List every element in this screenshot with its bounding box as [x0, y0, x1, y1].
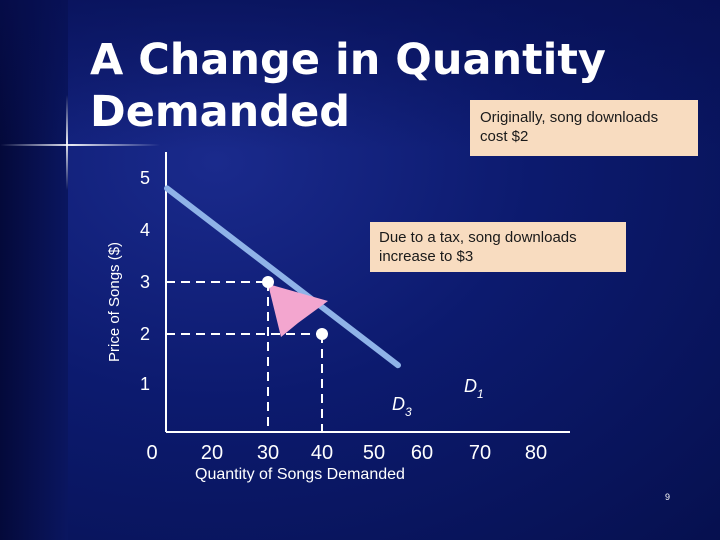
curve-label-d1-sub: 1 [477, 387, 484, 401]
point-original [316, 328, 328, 340]
callout-original-price: Originally, song downloads cost $2 [470, 100, 698, 156]
x-tick-0: 0 [146, 442, 157, 464]
curve-label-d3-main: D [392, 394, 405, 414]
page-title: A Change in Quantity Demanded [90, 34, 606, 138]
page-number: 9 [664, 492, 670, 502]
y-tick-4: 4 [140, 220, 150, 240]
curve-label-d3: D3 [392, 394, 412, 419]
demand-curve [164, 185, 401, 369]
x-tick-60: 60 [411, 442, 433, 464]
x-tick-30: 30 [257, 442, 279, 464]
sparkle-horizontal [0, 144, 160, 146]
x-tick-40: 40 [311, 442, 333, 464]
x-tick-50: 50 [363, 442, 385, 464]
curve-label-d1: D1 [464, 376, 484, 401]
movement-arrow [268, 284, 328, 337]
sparkle-vertical [66, 95, 68, 190]
y-tick-5: 5 [140, 168, 150, 188]
x-tick-20: 20 [201, 442, 223, 464]
callout-tax-increase: Due to a tax, song downloads increase to… [370, 222, 626, 272]
y-tick-1: 1 [140, 374, 150, 394]
y-tick-2: 2 [140, 324, 150, 344]
title-line-1: A Change in Quantity [90, 35, 606, 85]
x-axis-title: Quantity of Songs Demanded [195, 466, 405, 483]
curve-label-d1-main: D [464, 376, 477, 396]
point-after-tax [262, 276, 274, 288]
title-line-2: Demanded [90, 87, 351, 137]
x-tick-80: 80 [525, 442, 547, 464]
x-tick-70: 70 [469, 442, 491, 464]
curve-label-d3-sub: 3 [405, 405, 412, 419]
y-axis-title: Price of Songs ($) [106, 242, 123, 362]
y-tick-3: 3 [140, 272, 150, 292]
